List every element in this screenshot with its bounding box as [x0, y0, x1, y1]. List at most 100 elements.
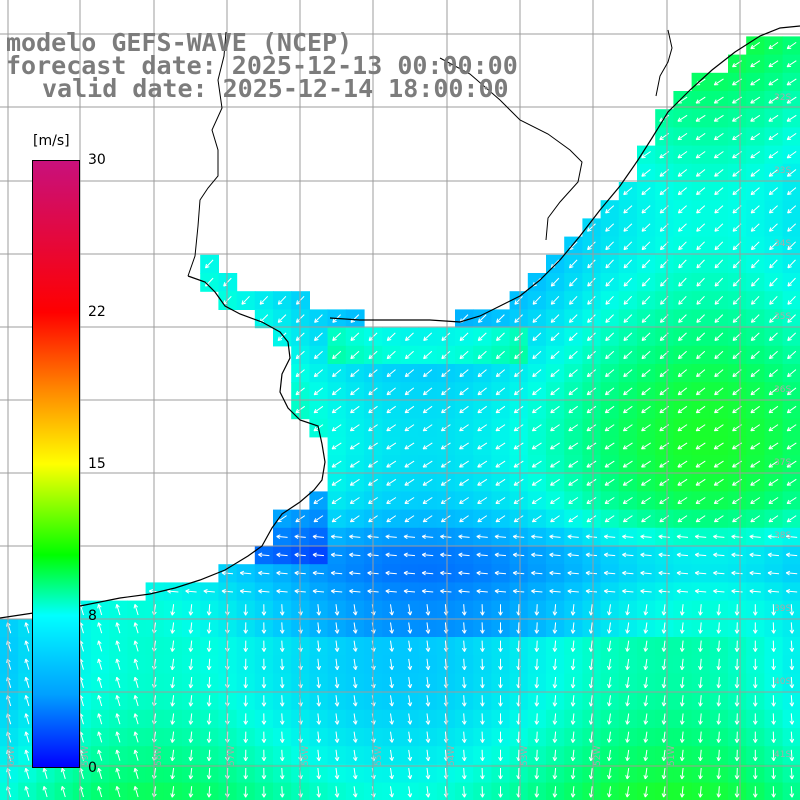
wind-arrow-head [789, 647, 793, 652]
wind-arrow-head [718, 702, 722, 707]
wind-arrow-head [190, 648, 194, 652]
wind-arrow [190, 604, 193, 616]
wind-arrow [476, 535, 488, 538]
wind-arrow-head [295, 354, 298, 359]
wind-arrow [403, 535, 416, 538]
wind-arrow-head [552, 775, 556, 780]
wind-arrow [696, 295, 705, 305]
wind-arrow-head [677, 518, 681, 523]
wind-arrow [281, 604, 283, 616]
wind-arrow [258, 554, 270, 557]
wind-arrow-head [696, 211, 701, 214]
wind-arrow-head [482, 775, 485, 780]
wind-arrow [786, 114, 797, 122]
wind-arrow-head [789, 666, 793, 671]
wind-arrow [463, 786, 465, 798]
wind-arrow-head [316, 793, 320, 798]
wind-arrow-head [771, 647, 775, 652]
wind-arrow [626, 622, 630, 634]
wind-arrow-head [498, 629, 501, 634]
wind-arrow-head [699, 739, 703, 743]
wind-arrow-head [25, 640, 29, 644]
wind-arrow-head [133, 786, 136, 791]
wind-arrow-head [281, 611, 285, 616]
wind-arrow-head [514, 300, 517, 305]
wind-arrow [641, 259, 651, 269]
wind-arrow-head [568, 499, 572, 504]
wind-arrow-head [605, 318, 608, 323]
wind-arrow-head [588, 720, 592, 725]
wind-arrow-head [532, 390, 535, 395]
wind-arrow-head [458, 588, 463, 592]
wind-arrow-head [115, 677, 118, 682]
wind-arrow-head [567, 552, 572, 556]
wind-arrow-head [531, 554, 535, 558]
wind-arrow [441, 332, 451, 341]
wind-arrow-head [768, 154, 772, 159]
wind-arrow-head [552, 611, 556, 616]
wind-arrow-head [587, 320, 592, 323]
wind-arrow-head [480, 666, 483, 671]
wind-arrow-head [570, 702, 574, 707]
wind-arrow-head [245, 684, 249, 689]
wind-arrow [532, 332, 542, 341]
wind-arrow-head [750, 117, 754, 122]
wind-arrow [677, 497, 688, 504]
wind-arrow-head [732, 408, 735, 413]
wind-arrow-head [659, 375, 665, 378]
wind-arrow-head [696, 336, 699, 341]
wind-arrow-head [425, 702, 429, 707]
wind-arrow-head [349, 588, 354, 592]
wind-arrow [513, 424, 524, 432]
wind-arrow-head [677, 372, 681, 377]
wind-arrow [768, 442, 779, 450]
wind-arrow-head [623, 372, 626, 377]
wind-arrow-head [421, 554, 426, 558]
wind-arrow-head [641, 193, 646, 196]
wind-arrow-head [259, 300, 262, 305]
wind-arrow-head [623, 408, 626, 413]
wind-arrow-head [389, 629, 393, 634]
wind-arrow [459, 405, 469, 414]
wind-arrow-head [330, 535, 335, 540]
wind-arrow [750, 132, 761, 141]
wind-arrow-head [531, 552, 536, 556]
wind-arrow [750, 114, 761, 122]
wind-arrow [281, 786, 283, 798]
wind-arrow [463, 695, 465, 707]
wind-arrow-head [754, 702, 758, 707]
wind-arrow-head [641, 390, 644, 395]
wind-arrow-head [604, 445, 608, 450]
wind-arrow [312, 554, 325, 557]
wind-arrow [353, 695, 357, 707]
wind-arrow [317, 676, 320, 689]
wind-arrow-head [349, 499, 353, 504]
wind-arrow-head [623, 209, 626, 214]
wind-arrow [459, 442, 469, 450]
wind-arrow [714, 515, 724, 523]
wind-arrow-head [749, 534, 754, 537]
wind-arrow-head [318, 775, 322, 780]
wind-arrow-head [373, 702, 376, 707]
wind-arrow-head [241, 302, 246, 305]
wind-arrow-head [787, 336, 790, 341]
wind-arrow [695, 478, 706, 486]
wind-arrow [586, 478, 597, 486]
wind-arrow [677, 187, 688, 195]
wind-arrow [714, 478, 724, 486]
wind-arrow-head [750, 463, 754, 468]
wind-arrow-head [787, 357, 792, 360]
wind-arrow-head [385, 588, 390, 592]
wind-arrow [422, 478, 433, 486]
wind-arrow-head [605, 263, 608, 269]
wind-arrow-head [334, 648, 338, 652]
wind-arrow-head [334, 684, 338, 689]
wind-arrow [572, 786, 575, 798]
wind-arrow-head [134, 731, 139, 735]
wind-arrow-head [391, 611, 394, 616]
wind-arrow-head [752, 611, 756, 616]
wind-arrow-head [134, 622, 139, 626]
wind-arrow-head [570, 738, 574, 743]
wind-arrow-head [330, 572, 335, 576]
wind-arrow [426, 786, 429, 798]
